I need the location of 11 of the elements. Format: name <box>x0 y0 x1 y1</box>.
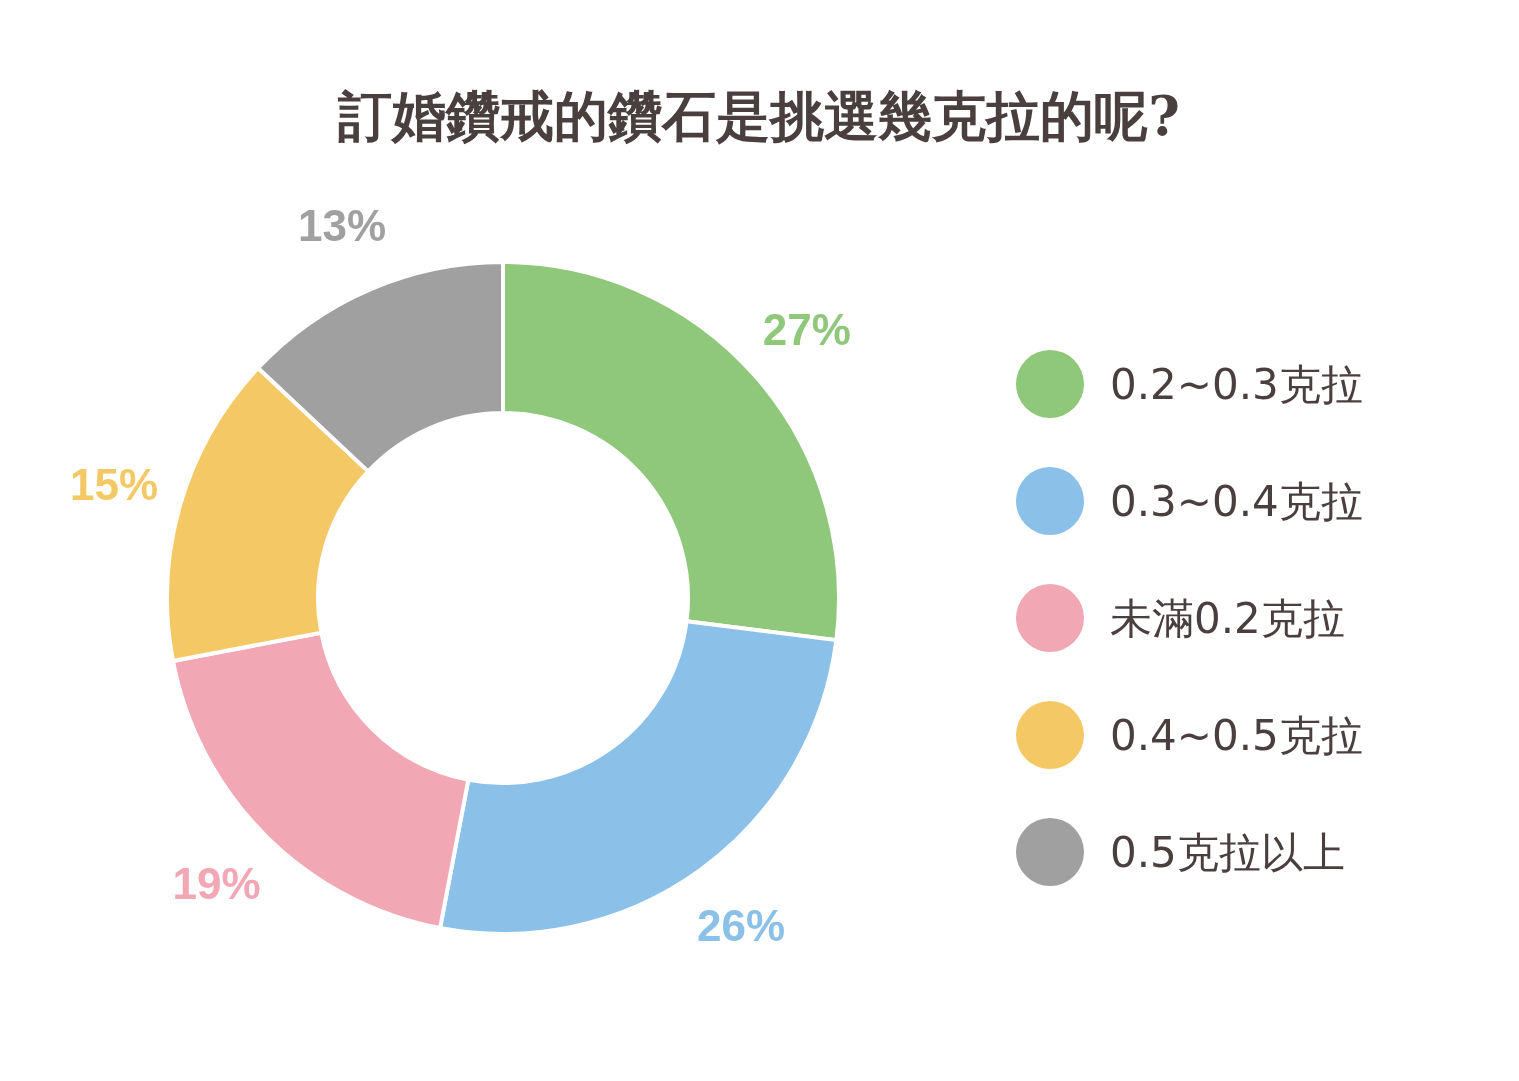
data-label: 26% <box>697 900 786 950</box>
legend-label: 0.2~0.3克拉 <box>1110 360 1363 409</box>
data-label: 13% <box>298 201 387 251</box>
data-label: 15% <box>70 460 159 510</box>
legend-label: 0.4~0.5克拉 <box>1110 711 1363 760</box>
legend-label: 未滿0.2克拉 <box>1110 594 1345 643</box>
legend-label: 0.5克拉以上 <box>1110 828 1345 877</box>
data-label: 27% <box>762 305 851 355</box>
data-label: 19% <box>172 859 261 909</box>
legend-label: 0.3~0.4克拉 <box>1110 477 1363 526</box>
chart-title: 訂婚鑽戒的鑽石是挑選幾克拉的呢? <box>337 84 1180 148</box>
